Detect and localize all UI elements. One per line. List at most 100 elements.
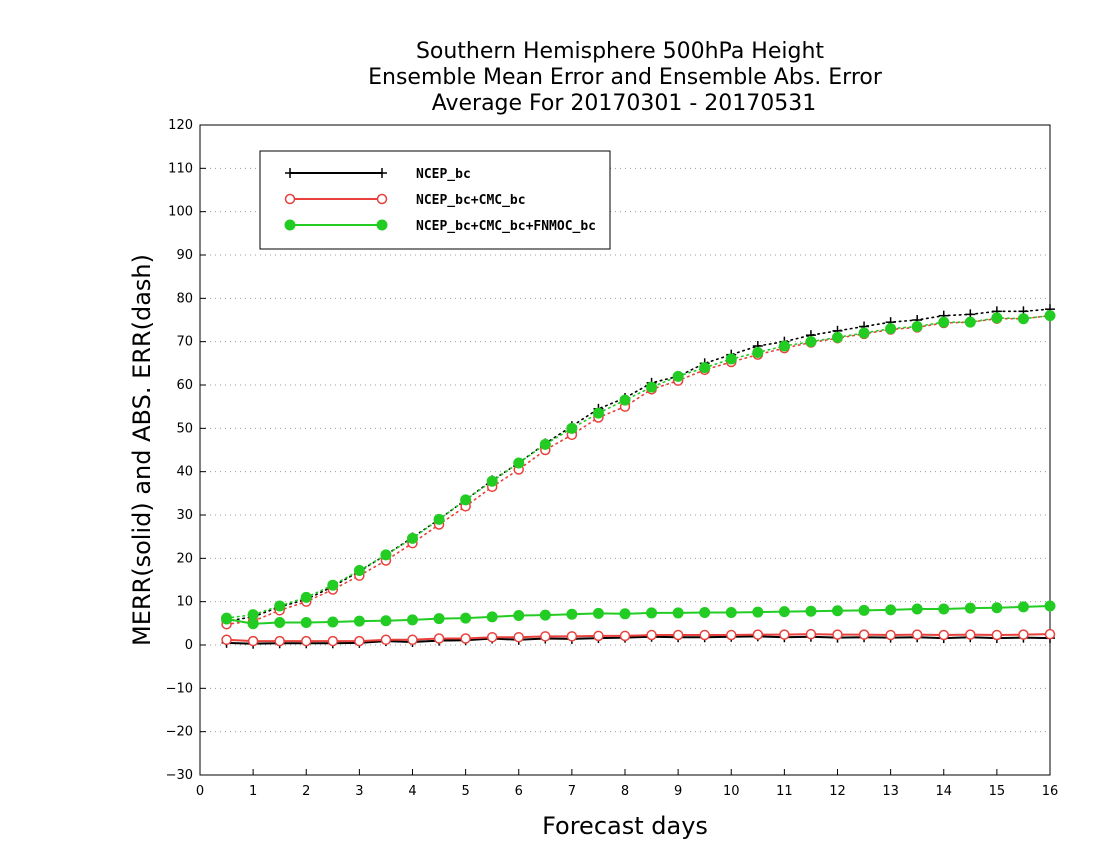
merr-point	[300, 616, 312, 628]
merr-point	[885, 629, 896, 641]
abs-err-point	[539, 438, 551, 450]
y-axis-title: MERR(solid) and ABS. ERR(dash)	[128, 254, 156, 646]
merr-point	[991, 629, 1003, 641]
x-tick-label: 8	[621, 784, 629, 799]
merr-point	[672, 607, 684, 619]
legend-label: NCEP_bc+CMC_bc	[416, 193, 526, 208]
abs-err-point	[646, 381, 658, 393]
legend: NCEP_bc NCEP_bc+CMC_bc NCEP_bc+CMC_bc+FNMO…	[259, 150, 611, 250]
merr-point	[592, 607, 604, 619]
chart-title: Southern Hemisphere 500hPa Height Ensemb…	[368, 39, 883, 116]
x-tick-label: 4	[408, 784, 416, 799]
abs-err-point	[964, 316, 976, 328]
x-tick-label: 6	[515, 784, 523, 799]
merr-point	[699, 629, 710, 641]
abs-err-point	[566, 422, 578, 434]
abs-err-point	[327, 579, 339, 591]
y-tick-label: 110	[168, 161, 193, 176]
x-tick-label: 16	[1042, 784, 1059, 799]
legend-label: NCEP_bc+CMC_bc+FNMOC_bc	[416, 219, 596, 234]
x-axis: 0 1 2 3 4 5 6 7 8 9 10 11 12 13 14 15 16	[196, 769, 1058, 799]
merr-point	[672, 629, 684, 641]
y-tick-label: 90	[176, 248, 193, 263]
merr-point	[1044, 600, 1056, 612]
abs-err-point	[858, 327, 870, 339]
legend-marker	[285, 168, 295, 178]
y-tick-label: 10	[176, 595, 193, 610]
merr-point	[911, 629, 923, 640]
series-NCEP_bc+CMC_bc+FNMOC_bc	[221, 310, 1056, 630]
x-tick-label: 13	[882, 784, 899, 799]
merr-point	[726, 629, 737, 641]
merr-point	[911, 603, 923, 615]
merr-point	[247, 618, 259, 630]
legend-marker	[376, 193, 388, 205]
chart-title-line-2: Ensemble Mean Error and Ensemble Abs. Er…	[368, 65, 883, 90]
merr-point	[540, 631, 551, 642]
abs-err-point	[752, 347, 764, 358]
merr-point	[221, 634, 232, 646]
abs-err-point	[486, 475, 498, 487]
y-tick-label: 0	[185, 638, 193, 653]
abs-err-point	[699, 362, 711, 374]
x-tick-label: 15	[989, 784, 1006, 799]
merr-point	[752, 629, 764, 640]
merr-point	[938, 629, 949, 641]
x-tick-label: 12	[829, 784, 846, 799]
x-tick-label: 10	[723, 784, 740, 799]
grid	[200, 167, 1050, 733]
merr-point	[513, 610, 525, 622]
y-tick-label: −10	[166, 681, 193, 696]
merr-point	[566, 631, 578, 642]
series-NCEP_bc	[221, 304, 1055, 649]
merr-point	[460, 633, 471, 644]
y-tick-label: 80	[176, 291, 193, 306]
merr-point	[380, 615, 392, 627]
merr-point	[407, 614, 418, 626]
merr-point	[965, 629, 976, 640]
merr-point	[991, 602, 1003, 614]
merr-point	[274, 616, 286, 628]
legend-item: NCEP_bc	[285, 167, 471, 182]
merr-point	[832, 629, 843, 640]
x-tick-label: 0	[196, 784, 204, 799]
merr-point	[1017, 601, 1029, 613]
chart-title-line-3: Average For 20170301 - 20170531	[432, 91, 817, 116]
x-tick-label: 7	[568, 784, 576, 799]
merr-point	[646, 629, 657, 641]
abs-err-point	[911, 321, 923, 332]
merr-point	[407, 634, 418, 646]
abs-err-point	[778, 340, 790, 352]
y-tick-label: 40	[176, 465, 193, 480]
x-tick-label: 1	[249, 784, 257, 799]
legend-item: NCEP_bc+CMC_bc+FNMOC_bc	[284, 219, 596, 234]
legend-marker	[377, 168, 387, 178]
legend-marker	[376, 219, 388, 231]
y-tick-label: 70	[176, 335, 193, 350]
x-axis-title: Forecast days	[542, 812, 708, 840]
plot-area	[221, 304, 1056, 649]
abs-err-point	[460, 494, 472, 506]
merr-point	[301, 635, 312, 647]
x-tick-label: 3	[355, 784, 363, 799]
abs-err-point	[725, 353, 737, 365]
merr-point	[327, 616, 339, 628]
abs-err-point	[805, 336, 817, 348]
abs-err-point	[832, 331, 843, 343]
abs-err-point	[1044, 310, 1056, 322]
abs-err-point	[221, 612, 233, 624]
merr-point	[964, 602, 976, 614]
y-axis: −30 −20 −10 0 10 20 30 40 50 60 70 80 90 100 110 120	[166, 118, 206, 783]
merr-point	[619, 630, 631, 642]
merr-point	[778, 606, 790, 618]
merr-point	[486, 631, 498, 643]
series-NCEP_bc+CMC_bc	[221, 310, 1056, 647]
abs-err-point	[672, 370, 684, 382]
merr-point	[725, 607, 737, 618]
abs-err-point	[885, 323, 897, 335]
y-tick-label: 120	[168, 118, 193, 133]
abs-err-point	[991, 312, 1003, 324]
legend-marker	[284, 219, 296, 231]
merr-point	[805, 628, 817, 640]
